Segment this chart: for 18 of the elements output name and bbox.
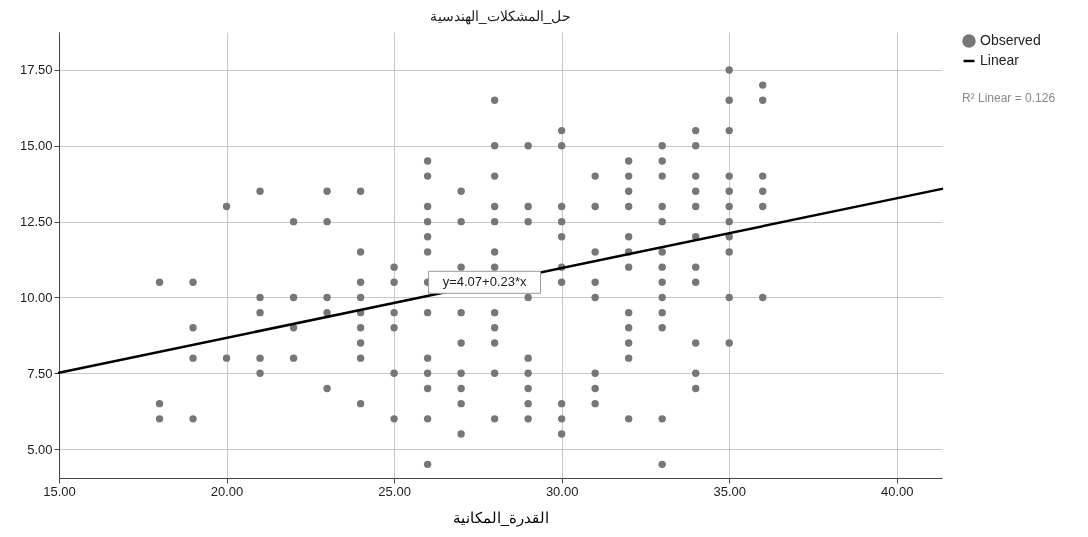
annotation: y=4.07+0.23*x: [442, 274, 527, 290]
x-tick-label: 35.00: [713, 483, 746, 499]
x-tick-label: 15.00: [43, 483, 76, 499]
x-tick-label: 40.00: [880, 483, 914, 499]
y-tick-label: 17.50: [19, 62, 53, 78]
legend-label: Linear: [980, 52, 1020, 68]
x-axis-title: القدرة_المكانية: [452, 508, 550, 527]
chart-title: حل_المشكلات_الهندسية: [429, 8, 572, 25]
text: R² Linear = 0.126: [962, 91, 1056, 105]
x-tick-label: 20.00: [210, 483, 244, 499]
x-tick-label: 25.00: [378, 483, 411, 499]
x-tick-label: 30.00: [545, 483, 579, 499]
y-tick-label: 15.00: [19, 138, 53, 154]
legend-label: Observed: [980, 32, 1041, 48]
y-tick-label: 5.00: [27, 441, 53, 457]
y-tick-label: 10.00: [19, 289, 53, 305]
y-tick-label: 12.50: [19, 214, 53, 230]
y-tick-label: 7.50: [27, 365, 53, 381]
